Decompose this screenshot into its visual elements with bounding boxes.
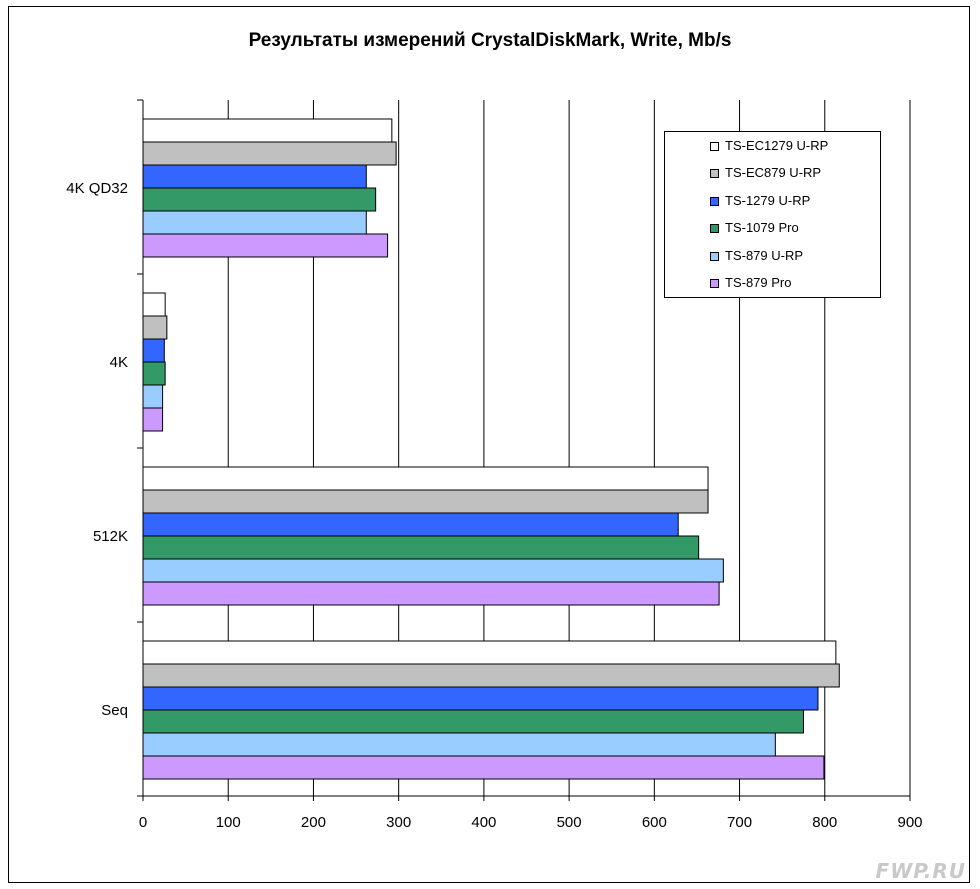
bar [142,233,389,258]
bar [142,338,165,363]
bar [142,732,776,757]
x-tick-label: 400 [471,814,496,831]
bar [142,558,724,583]
bar [142,489,709,514]
bar [142,361,166,386]
legend-label: TS-879 Pro [725,275,792,290]
bar [142,466,709,491]
x-tick-label: 600 [642,814,667,831]
legend-item: TS-879 Pro [665,274,880,294]
legend-item: TS-EC1279 U-RP [665,137,880,157]
y-tick-label: 512K [93,528,128,545]
legend-label: TS-EC1279 U-RP [725,138,829,153]
bar [142,640,837,665]
legend-label: TS-879 U-RP [725,247,804,263]
x-tick-label: 700 [727,814,752,831]
legend-swatch [710,279,719,288]
bar [142,315,168,340]
legend-swatch [710,142,719,151]
legend-item: TS-EC879 U-RP [665,164,880,184]
legend-label: TS-1279 U-RP [725,192,811,208]
x-tick-label: 800 [812,814,837,831]
watermark-logo: FWP.RU [875,859,966,883]
bar [142,663,840,688]
bar [142,384,164,409]
bar [142,210,367,235]
axes: 0 100 200 300 400 500 600 700 800 900 4K QD32 4K 512… [66,99,923,831]
x-tick-label: 300 [386,814,411,831]
x-tick-label: 0 [139,814,147,831]
bar [142,535,700,560]
legend-item: TS-879 U-RP [665,247,880,267]
legend-label: TS-EC879 U-RP [725,165,822,181]
bar [142,512,679,537]
legend-item: TS-1079 Pro [665,219,880,239]
bar [142,686,819,711]
bar [142,141,397,166]
x-tick-label: 900 [897,814,922,831]
bar [142,118,393,143]
legend-swatch [710,224,719,234]
bar [142,581,720,606]
x-tick-label: 200 [301,814,326,831]
legend-label: TS-1079 Pro [725,220,799,236]
y-tick-label: 4K QD32 [66,180,128,197]
chart-title: Результаты измерений CrystalDiskMark, Wr… [248,30,732,51]
legend-item: TS-1279 U-RP [665,192,880,212]
bar [142,187,377,212]
x-tick-label: 500 [557,814,582,831]
legend: TS-EC1279 U-RP TS-EC879 U-RP TS-1279 U-RP T… [664,131,881,298]
legend-swatch [710,169,719,179]
bar [142,292,166,317]
bar [142,755,825,780]
legend-swatch [710,251,719,261]
x-tick-label: 100 [216,814,241,831]
bar [142,164,367,189]
bar [142,709,804,734]
bar [142,407,164,432]
y-tick-label: Seq [101,702,128,719]
y-tick-label: 4K [110,354,128,371]
legend-swatch [710,196,719,206]
